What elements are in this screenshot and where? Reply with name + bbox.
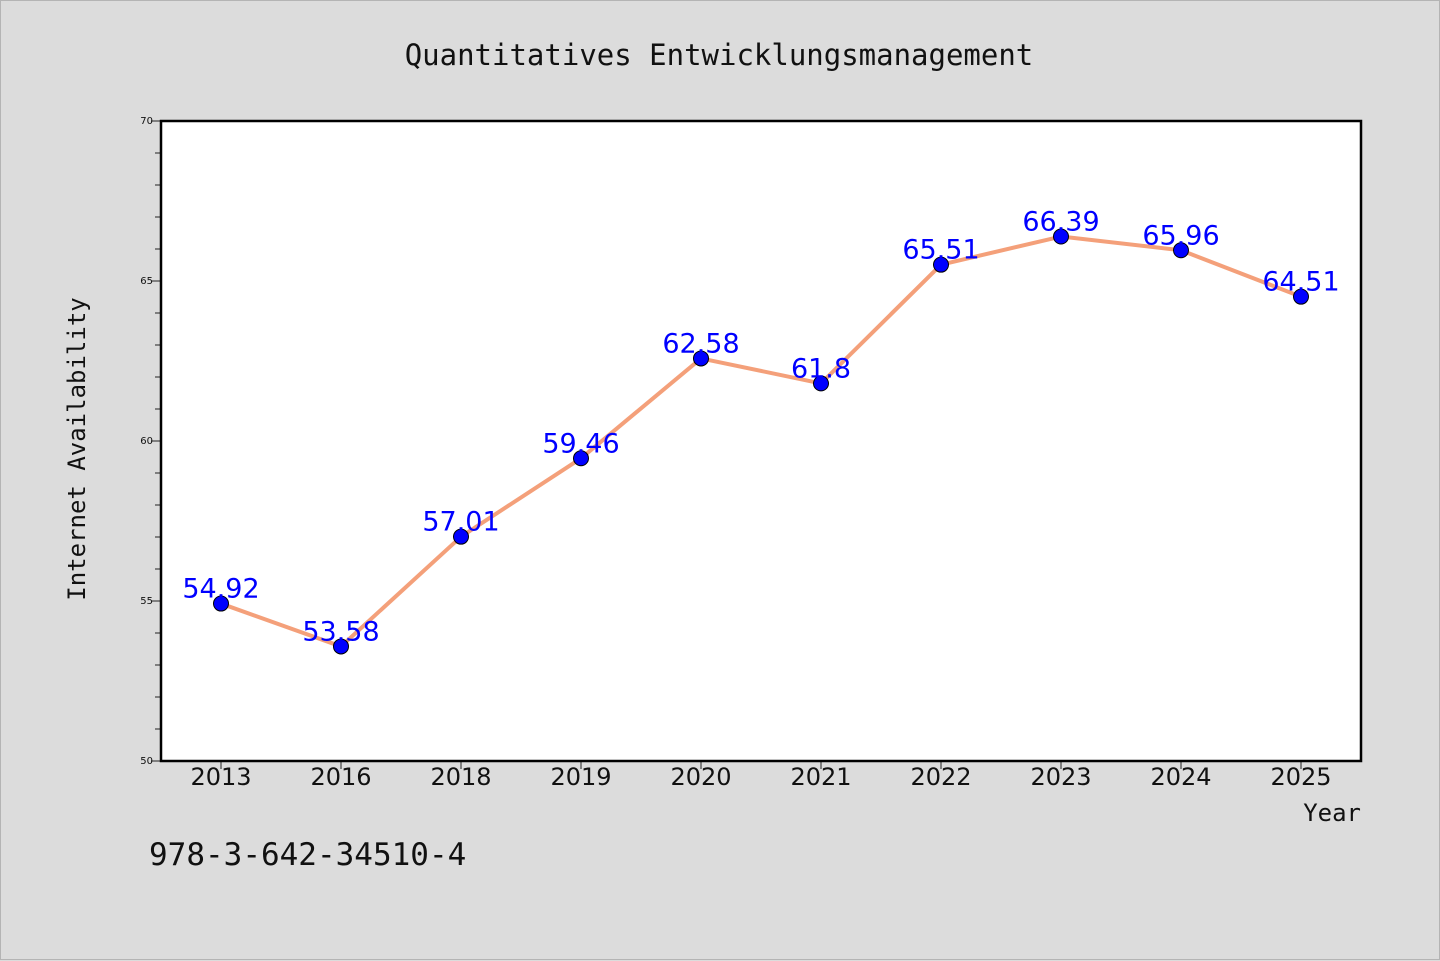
data-label: 66.39 (1022, 207, 1099, 238)
x-axis: 2013 2016 2018 2019 2020 2021 2022 2023 2024 2025 (190, 761, 1332, 791)
data-label: 57.01 (422, 507, 499, 538)
x-tick-label: 2020 (670, 763, 731, 791)
data-label: 65.51 (902, 235, 979, 266)
data-labels: 54.92 53.58 57.01 59.46 62.58 61.8 65.51 66.39 6… (182, 207, 1339, 648)
plot-border (159, 119, 1363, 763)
data-point (1293, 288, 1309, 305)
y-tick-label: 70 (140, 116, 153, 127)
isbn-code: 978-3-642-34510-4 (149, 837, 466, 873)
x-tick-label: 2019 (550, 763, 611, 791)
data-label: 59.46 (542, 428, 619, 459)
x-tick-label: 2018 (430, 763, 491, 791)
x-tick-label: 2024 (1150, 763, 1211, 791)
y-tick-label: 55 (140, 596, 153, 607)
plot-area (161, 121, 1361, 761)
x-axis-label: Year (1303, 799, 1361, 827)
data-point (813, 375, 829, 392)
series-line (220, 234, 1302, 649)
data-point (933, 256, 949, 273)
data-point (1053, 228, 1069, 245)
data-label: 64.51 (1262, 267, 1339, 298)
data-markers (213, 228, 1309, 655)
data-point (213, 595, 229, 612)
y-tick-label: 50 (140, 756, 153, 767)
data-label: 65.96 (1142, 220, 1219, 251)
x-tick-label: 2022 (910, 763, 971, 791)
data-label: 61.8 (791, 353, 851, 384)
y-tick-label: 65 (140, 276, 153, 287)
y-axis-label: Internet Availability (63, 297, 91, 600)
data-point (693, 350, 709, 367)
data-point (1173, 242, 1189, 259)
x-tick-label: 2013 (190, 763, 251, 791)
y-axis: 50 55 60 65 70 (140, 116, 161, 767)
x-tick-label: 2016 (310, 763, 371, 791)
data-label: 53.58 (302, 616, 379, 647)
data-point (573, 450, 589, 467)
x-tick-label: 2021 (790, 763, 851, 791)
data-point (333, 638, 349, 655)
chart-title: Quantitatives Entwicklungsmanagement (405, 38, 1034, 72)
data-label: 54.92 (182, 574, 259, 605)
y-tick-label: 60 (140, 436, 153, 447)
data-label: 62.58 (662, 328, 739, 359)
x-tick-label: 2023 (1030, 763, 1091, 791)
x-tick-label: 2025 (1270, 763, 1331, 791)
data-point (453, 528, 469, 545)
